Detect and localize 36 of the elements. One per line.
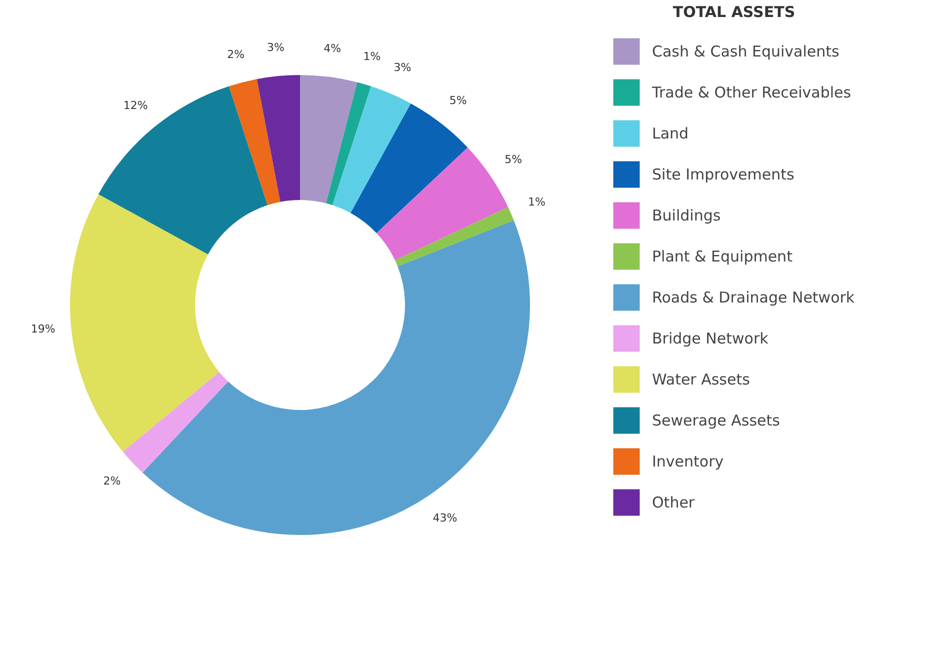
data-label: 1% [363,50,381,64]
legend-label: Buildings [652,206,721,224]
donut-slice [122,372,228,473]
donut-slice [332,86,411,213]
legend-label: Other [652,494,696,512]
data-label: 2% [103,474,121,488]
data-label: 12% [123,99,148,112]
data-label: 5% [449,94,467,108]
data-label: 19% [30,322,56,336]
legend-label: Inventory [652,452,724,470]
data-label: 2% [227,48,245,62]
legend-title: TOTAL ASSETS [672,3,796,21]
donut-slice [142,220,530,535]
legend-label: Land [652,124,689,142]
donut-slice [395,207,514,266]
donut-slice [326,82,372,206]
legend-label: Roads & Drainage Network [652,288,855,306]
data-label: 4% [324,42,342,56]
data-label: 43% [432,511,458,524]
data-label: 3% [394,61,412,74]
data-label: 5% [504,152,522,166]
donut-slice [256,75,300,202]
data-label: 1% [528,196,546,209]
legend-label: Site Improvements [652,166,794,184]
donut-slice [228,79,280,206]
data-label: 3% [266,41,284,54]
legend-label: Sewerage Assets [652,412,780,430]
legend-label: Water Assets [652,370,750,388]
legend-label: Cash & Cash Equivalents [652,42,840,60]
donut-slice [70,194,220,452]
donut-slice [300,75,358,204]
donut-slice [350,103,468,234]
donut-slice [98,86,268,254]
legend-label: Bridge Network [652,330,769,348]
legend-label: Trade & Other Receivables [651,84,852,102]
legend-label: Plant & Equipment [652,248,793,266]
